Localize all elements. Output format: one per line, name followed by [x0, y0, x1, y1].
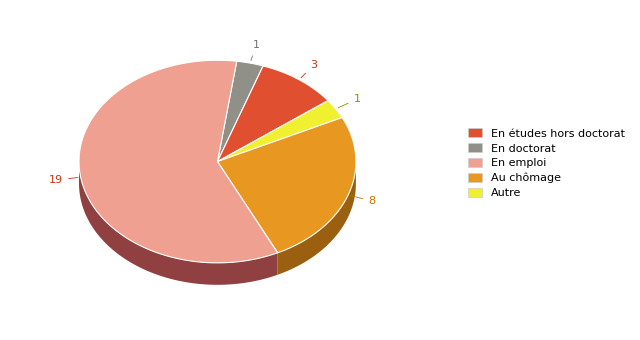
Text: 19: 19 [49, 175, 78, 185]
Text: 1: 1 [338, 94, 360, 108]
Text: 1: 1 [251, 40, 259, 61]
Legend: En études hors doctorat, En doctorat, En emploi, Au chômage, Autre: En études hors doctorat, En doctorat, En… [465, 125, 628, 202]
Polygon shape [218, 66, 328, 162]
Polygon shape [79, 161, 278, 285]
Text: 8: 8 [351, 195, 375, 206]
Polygon shape [278, 160, 356, 275]
Polygon shape [218, 118, 356, 253]
Polygon shape [218, 101, 342, 162]
Polygon shape [218, 61, 263, 162]
Text: 3: 3 [301, 60, 317, 78]
Polygon shape [79, 60, 278, 263]
